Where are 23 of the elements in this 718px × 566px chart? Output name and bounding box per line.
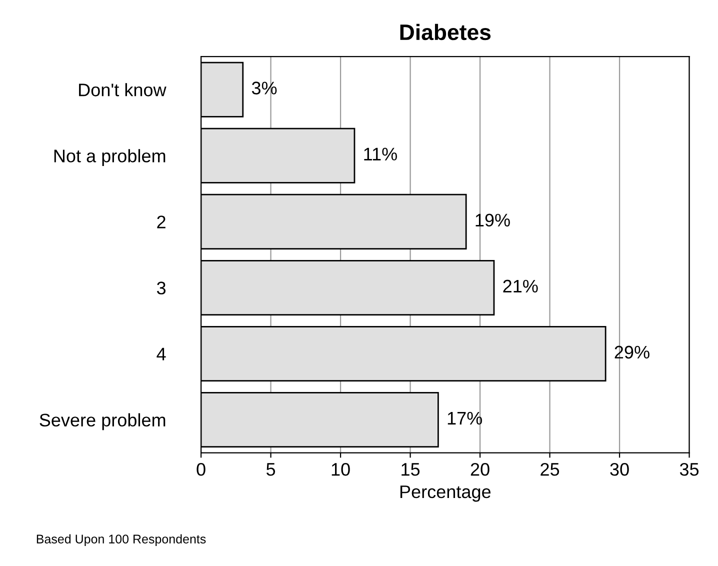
chart-title: Diabetes — [400, 24, 491, 40]
x-axis-title: Percentage — [400, 486, 491, 502]
data-label: 3% — [252, 82, 277, 94]
x-tick-label: 35 — [680, 463, 699, 476]
y-tick-label: 2 — [157, 216, 166, 228]
x-tick-label: 5 — [266, 463, 276, 476]
y-tick-label: Severe problem — [40, 413, 166, 430]
x-tick-label: 20 — [470, 463, 490, 476]
x-tick-label: 30 — [610, 463, 629, 476]
text: Based Upon 100 Respondents — [36, 534, 206, 546]
y-tick-label: 4 — [156, 348, 166, 360]
y-tick-label: 3 — [156, 282, 166, 294]
data-label: 29% — [614, 346, 650, 359]
x-tick-label: 15 — [402, 463, 420, 476]
x-tick-label: 25 — [540, 463, 560, 476]
data-label: 17% — [448, 412, 482, 425]
x-tick-label: 0 — [196, 463, 206, 476]
y-tick-label: Don't know — [79, 83, 166, 96]
data-label: 19% — [476, 214, 510, 227]
data-label: 11% — [364, 148, 397, 160]
x-tick-label: 10 — [332, 463, 350, 476]
data-label: 21% — [503, 280, 538, 292]
y-tick-label: Not a problem — [54, 149, 166, 166]
